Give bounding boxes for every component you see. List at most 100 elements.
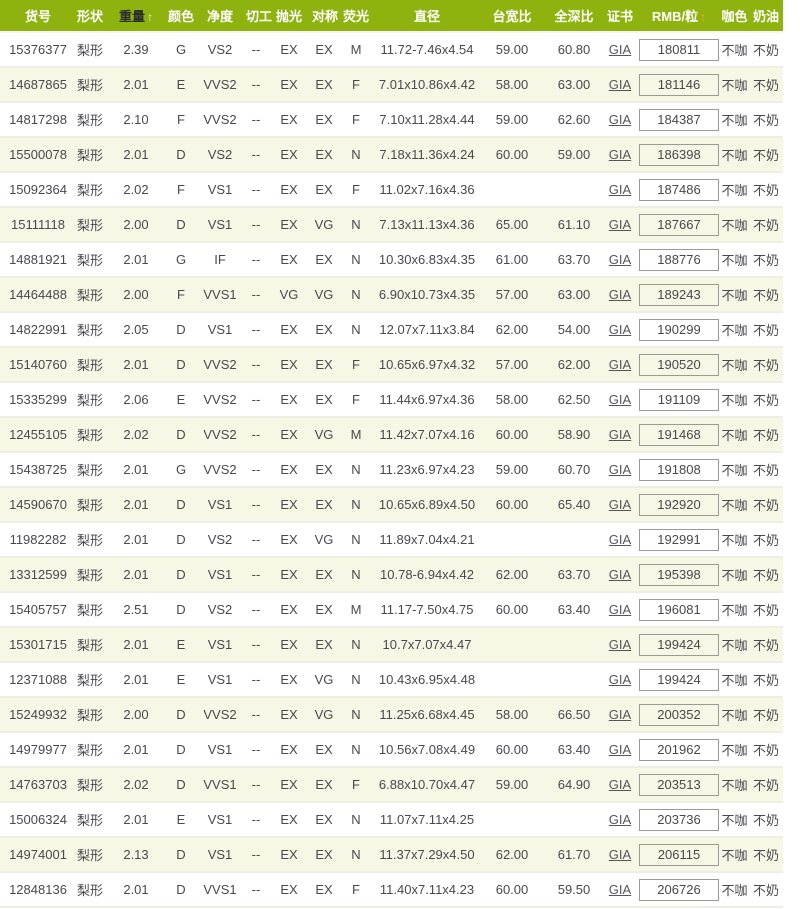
cell-shape: 梨形	[76, 662, 104, 698]
certificate-link[interactable]: GIA	[608, 42, 632, 57]
col-header-symmetry[interactable]: 对称	[312, 0, 338, 33]
col-header-item_no[interactable]: 货号	[0, 0, 76, 33]
certificate-link[interactable]: GIA	[608, 252, 632, 267]
price-box[interactable]: 191808	[639, 458, 719, 481]
cell-weight: 2.01	[104, 557, 168, 593]
certificate-link[interactable]: GIA	[608, 182, 632, 197]
price-box[interactable]: 192991	[639, 528, 719, 551]
price-box[interactable]: 201962	[639, 738, 719, 761]
cell-brown: 不咖	[720, 67, 749, 103]
cell-cut: --	[246, 312, 266, 348]
price-box[interactable]: 191468	[639, 423, 719, 446]
col-header-color[interactable]: 颜色	[168, 0, 194, 33]
col-header-polish[interactable]: 抛光	[266, 0, 312, 33]
certificate-link[interactable]: GIA	[608, 217, 632, 232]
price-box[interactable]: 206115	[639, 843, 719, 866]
cell-shape: 梨形	[76, 347, 104, 383]
col-header-brown[interactable]: 咖色	[720, 0, 749, 33]
price-box[interactable]: 189243	[639, 283, 719, 306]
cell-price: 201962	[638, 732, 720, 768]
cell-polish: EX	[266, 347, 312, 383]
certificate-link[interactable]: GIA	[608, 497, 632, 512]
price-box[interactable]: 188776	[639, 248, 719, 271]
price-box[interactable]: 191109	[639, 388, 719, 411]
cell-symmetry: EX	[312, 767, 336, 803]
certificate-link[interactable]: GIA	[608, 322, 632, 337]
table-row: 15405757 梨形 2.51 D VS2 -- EX EX M 11.17-7.50x4.75…	[0, 592, 783, 628]
cell-shape: 梨形	[76, 487, 104, 523]
certificate-link[interactable]: GIA	[608, 357, 632, 372]
cell-certificate: GIA	[602, 32, 638, 68]
cell-brown: 不咖	[720, 32, 749, 68]
certificate-link[interactable]: GIA	[608, 882, 632, 897]
certificate-link[interactable]: GIA	[608, 847, 632, 862]
cell-symmetry: EX	[312, 592, 336, 628]
cell-weight: 2.06	[104, 382, 168, 418]
price-box[interactable]: 190520	[639, 353, 719, 376]
certificate-link[interactable]: GIA	[608, 392, 632, 407]
price-box[interactable]: 192920	[639, 493, 719, 516]
col-header-weight[interactable]: 重量 ↑	[104, 0, 168, 33]
certificate-link[interactable]: GIA	[608, 462, 632, 477]
price-box[interactable]: 187667	[639, 213, 719, 236]
cell-diameter: 10.30x6.83x4.35	[376, 242, 478, 278]
col-header-cut[interactable]: 切工	[246, 0, 272, 33]
price-box[interactable]: 186398	[639, 143, 719, 166]
cell-polish: EX	[266, 242, 312, 278]
certificate-link[interactable]: GIA	[608, 147, 632, 162]
col-header-clarity[interactable]: 净度	[194, 0, 246, 33]
price-box[interactable]: 199424	[639, 668, 719, 691]
price-box[interactable]: 184387	[639, 108, 719, 131]
certificate-link[interactable]: GIA	[608, 672, 632, 687]
price-box[interactable]: 180811	[639, 38, 719, 61]
col-header-depth_ratio[interactable]: 全深比	[546, 0, 602, 33]
col-header-diameter[interactable]: 直径	[376, 0, 478, 33]
price-box[interactable]: 203513	[639, 773, 719, 796]
col-header-price[interactable]: RMB/粒 ↑	[638, 0, 720, 33]
cell-clarity: VS1	[194, 732, 246, 768]
cell-brown: 不咖	[720, 347, 749, 383]
cell-milky: 不奶	[749, 417, 783, 453]
price-box[interactable]: 203736	[639, 808, 719, 831]
cell-shape: 梨形	[76, 67, 104, 103]
price-box[interactable]: 187486	[639, 178, 719, 201]
price-box[interactable]: 181146	[639, 73, 719, 96]
cell-symmetry: EX	[312, 242, 336, 278]
cell-cut: --	[246, 207, 266, 243]
col-header-shape[interactable]: 形状	[76, 0, 104, 33]
certificate-link[interactable]: GIA	[608, 77, 632, 92]
price-box[interactable]: 195398	[639, 563, 719, 586]
cell-price: 192920	[638, 487, 720, 523]
col-header-table_ratio[interactable]: 台宽比	[478, 0, 546, 33]
certificate-link[interactable]: GIA	[608, 567, 632, 582]
cell-polish: EX	[266, 837, 312, 873]
col-header-fluorescence[interactable]: 荧光	[336, 0, 376, 33]
cell-milky: 不奶	[749, 102, 783, 138]
certificate-link[interactable]: GIA	[608, 637, 632, 652]
col-header-certificate[interactable]: 证书	[602, 0, 638, 33]
certificate-link[interactable]: GIA	[608, 707, 632, 722]
certificate-link[interactable]: GIA	[608, 532, 632, 547]
cell-fluorescence: N	[336, 697, 376, 733]
price-box[interactable]: 190299	[639, 318, 719, 341]
price-box[interactable]: 200352	[639, 703, 719, 726]
cell-color: D	[168, 312, 194, 348]
cell-diameter: 11.44x6.97x4.36	[376, 382, 478, 418]
price-box[interactable]: 196081	[639, 598, 719, 621]
certificate-link[interactable]: GIA	[608, 742, 632, 757]
cell-milky: 不奶	[749, 662, 783, 698]
price-box[interactable]: 199424	[639, 633, 719, 656]
certificate-link[interactable]: GIA	[608, 812, 632, 827]
table-row: 14590670 梨形 2.01 D VS1 -- EX EX N 10.65x6.89x4.50…	[0, 487, 783, 523]
cell-price: 189243	[638, 277, 720, 313]
certificate-link[interactable]: GIA	[608, 427, 632, 442]
certificate-link[interactable]: GIA	[608, 602, 632, 617]
cell-fluorescence: N	[336, 837, 376, 873]
price-box[interactable]: 206726	[639, 878, 719, 901]
cell-clarity: VVS2	[194, 102, 246, 138]
certificate-link[interactable]: GIA	[608, 777, 632, 792]
cell-item_no: 14763703	[0, 767, 76, 803]
certificate-link[interactable]: GIA	[608, 287, 632, 302]
certificate-link[interactable]: GIA	[608, 112, 632, 127]
col-header-milky[interactable]: 奶油	[749, 0, 783, 33]
